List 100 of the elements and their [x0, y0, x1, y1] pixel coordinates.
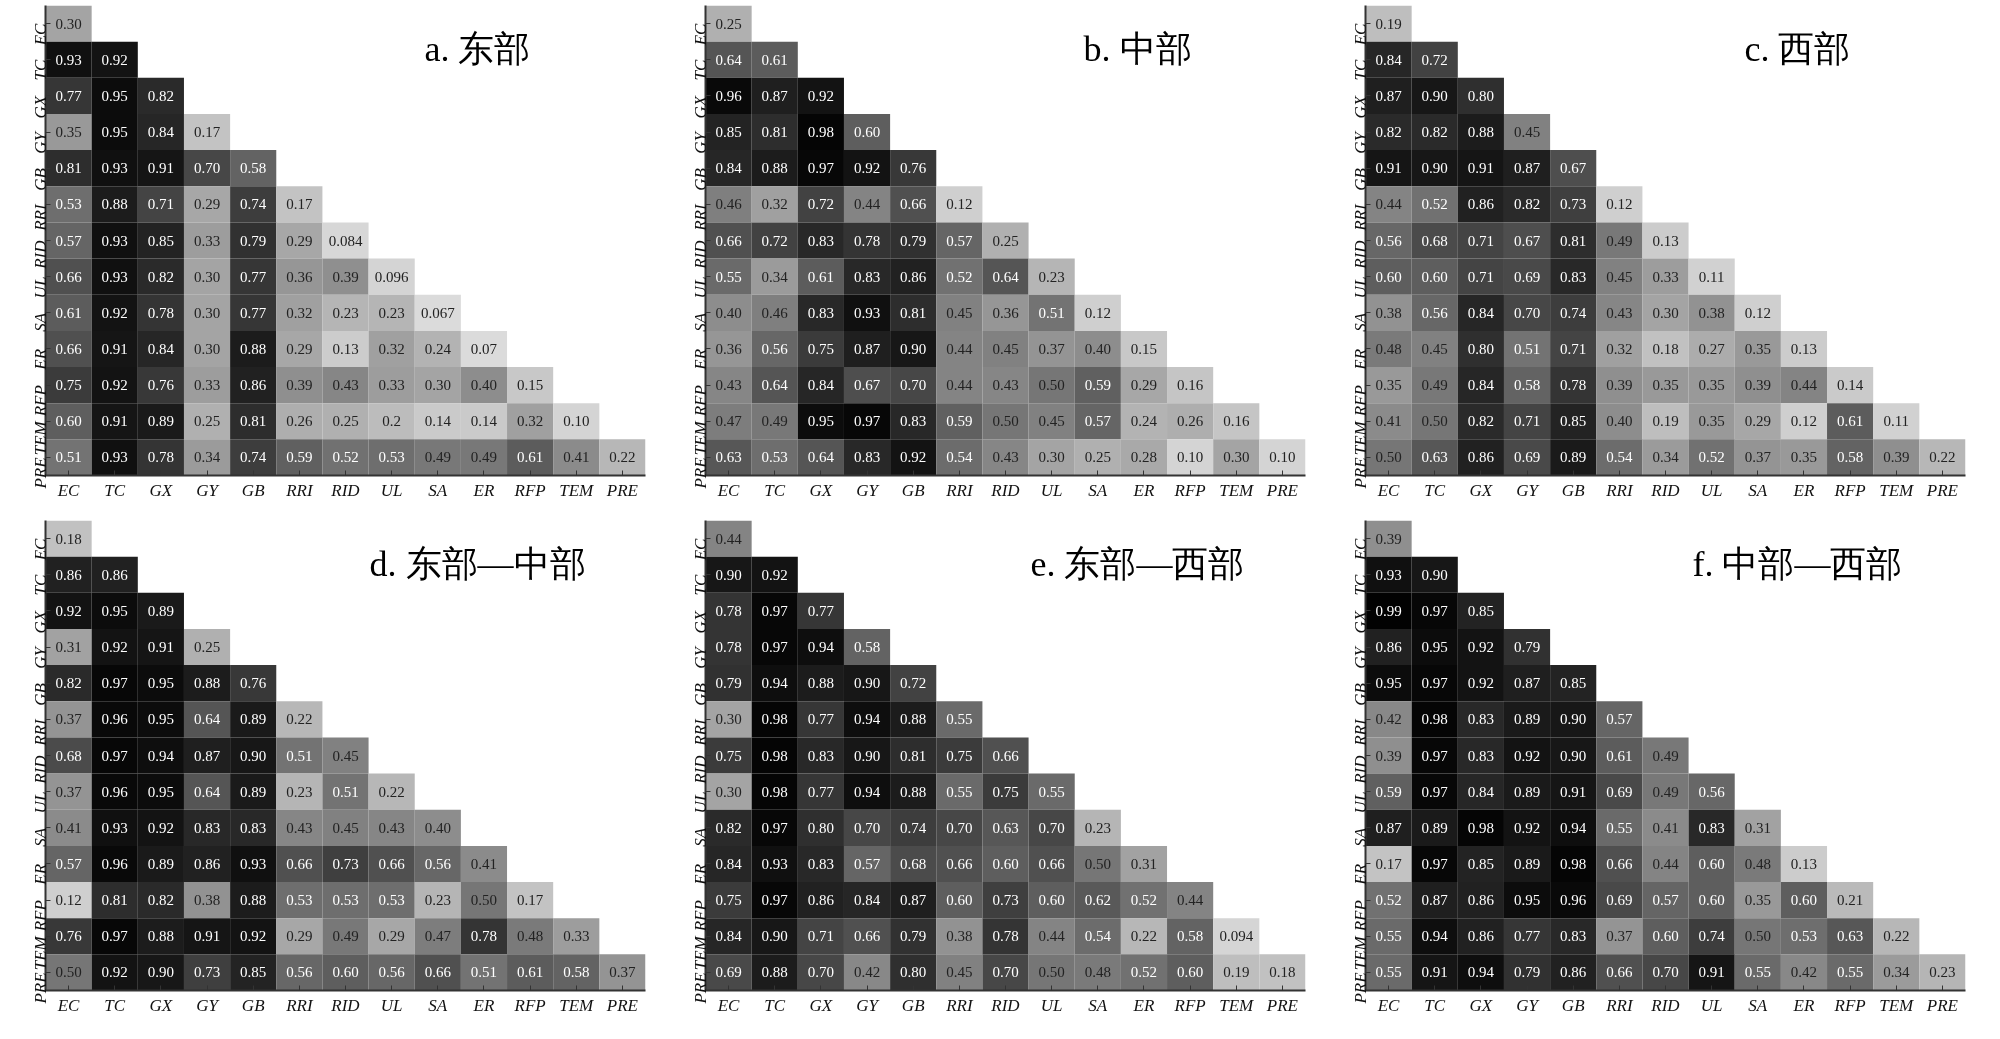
data-label: 0.57	[853, 855, 881, 872]
x-tick-label: TC	[104, 995, 126, 1015]
x-tick-label: GB	[1561, 995, 1586, 1015]
data-label: 0.63	[1421, 449, 1448, 466]
data-label: 0.93	[240, 855, 267, 872]
data-label: 0.50	[55, 964, 82, 981]
data-label: 0.54	[946, 449, 973, 466]
data-label: 0.82	[1375, 124, 1402, 141]
data-label: 0.29	[378, 928, 405, 945]
data-label: 0.16	[1223, 413, 1250, 430]
data-label: 0.85	[240, 964, 267, 981]
data-label: 0.83	[900, 413, 927, 430]
data-label: 0.51	[55, 449, 82, 466]
data-label: 0.60	[55, 413, 82, 430]
data-label: 0.52	[1698, 449, 1725, 466]
x-tick-label: TEM	[559, 480, 595, 500]
data-label: 0.41	[563, 449, 590, 466]
data-label: 0.50	[1375, 449, 1402, 466]
data-label: 0.57	[1084, 413, 1112, 430]
data-label: 0.35	[1375, 377, 1402, 394]
data-label: 0.78	[715, 639, 742, 656]
data-label: 0.83	[1467, 747, 1495, 764]
data-label: 0.35	[1744, 340, 1771, 357]
y-tick-label: GX	[1351, 610, 1370, 634]
data-label: 0.59	[1084, 377, 1111, 394]
y-tick-label: RID	[691, 754, 710, 785]
data-label: 0.60	[992, 855, 1019, 872]
data-label: 0.99	[1375, 602, 1402, 619]
data-label: 0.93	[1375, 566, 1402, 583]
data-label: 0.63	[715, 449, 742, 466]
data-label: 0.84	[715, 855, 743, 872]
data-label: 0.44	[1375, 196, 1403, 213]
y-tick-label: TC	[1351, 59, 1370, 81]
data-label: 0.97	[761, 602, 789, 619]
data-label: 0.33	[378, 377, 405, 394]
data-label: 0.26	[1176, 413, 1204, 430]
data-label: 0.55	[1038, 783, 1065, 800]
data-label: 0.64	[807, 449, 835, 466]
x-tick-label: GX	[149, 480, 173, 500]
data-label: 0.19	[1375, 15, 1402, 32]
x-tick-label: TC	[764, 995, 786, 1015]
data-label: 0.84	[715, 160, 743, 177]
data-label: 0.74	[900, 819, 927, 836]
data-label: 0.91	[1698, 964, 1725, 981]
data-label: 0.23	[332, 304, 359, 321]
data-label: 0.55	[1744, 964, 1771, 981]
data-label: 0.97	[761, 892, 789, 909]
y-tick-label: SA	[691, 312, 710, 332]
data-label: 0.95	[1375, 675, 1402, 692]
data-label: 0.70	[946, 819, 973, 836]
data-label: 0.61	[1606, 747, 1633, 764]
data-label: 0.39	[1375, 530, 1402, 547]
data-label: 0.30	[193, 340, 221, 357]
data-label: 0.57	[55, 855, 83, 872]
data-label: 0.95	[101, 87, 128, 104]
data-label: 0.39	[1744, 377, 1771, 394]
data-label: 0.23	[1084, 819, 1111, 836]
y-tick-label: RRI	[31, 718, 50, 747]
data-label: 0.13	[1790, 340, 1818, 357]
data-label: 0.31	[1744, 819, 1771, 836]
data-label: 0.68	[900, 855, 927, 872]
data-label: 0.89	[1513, 783, 1541, 800]
data-label: 0.73	[1560, 196, 1587, 213]
data-label: 0.91	[1560, 783, 1587, 800]
data-label: 0.23	[378, 304, 405, 321]
data-label: 0.63	[1836, 928, 1864, 945]
data-label: 0.49	[470, 449, 498, 466]
data-label: 0.85	[1560, 413, 1587, 430]
data-label: 0.95	[147, 675, 175, 692]
data-label: 0.78	[715, 602, 742, 619]
text: f. 中部—西部	[1692, 543, 1903, 584]
data-label: 0.78	[992, 928, 1019, 945]
y-tick-label: GB	[691, 167, 710, 191]
y-tick-label: GY	[31, 130, 50, 154]
data-label: 0.094	[1219, 928, 1254, 945]
data-label: 0.41	[55, 819, 82, 836]
data-label: 0.12	[1790, 413, 1818, 430]
y-tick-label: GX	[31, 610, 50, 634]
data-label: 0.13	[332, 340, 359, 357]
data-label: 0.74	[240, 196, 267, 213]
x-tick-label: UL	[1700, 995, 1723, 1015]
data-label: 0.55	[715, 268, 742, 285]
data-label: 0.30	[715, 783, 742, 800]
data-label: 0.23	[1929, 964, 1956, 981]
data-label: 0.25	[193, 639, 221, 656]
data-label: 0.87	[1421, 892, 1449, 909]
data-label: 0.55	[946, 783, 973, 800]
data-label: 0.53	[332, 892, 359, 909]
data-label: 0.067	[420, 304, 456, 321]
data-label: 0.83	[1698, 819, 1725, 836]
x-tick-label: RRI	[945, 995, 974, 1015]
data-label: 0.85	[1467, 855, 1495, 872]
y-tick-label: RRI	[691, 203, 710, 232]
data-label: 0.76	[147, 377, 175, 394]
data-label: 0.93	[55, 51, 82, 68]
data-label: 0.91	[147, 639, 175, 656]
x-tick-label: RID	[1650, 995, 1681, 1015]
data-label: 0.44	[1652, 855, 1680, 872]
data-label: 0.25	[193, 413, 221, 430]
data-label: 0.59	[946, 413, 973, 430]
